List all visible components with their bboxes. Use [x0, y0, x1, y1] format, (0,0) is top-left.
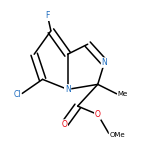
- Text: Me: Me: [118, 91, 128, 97]
- Text: N: N: [102, 58, 107, 67]
- Text: OMe: OMe: [109, 132, 125, 138]
- Text: O: O: [95, 110, 101, 119]
- Text: O: O: [61, 120, 67, 129]
- Text: Cl: Cl: [13, 90, 21, 99]
- Text: N: N: [65, 85, 71, 94]
- Text: F: F: [45, 11, 50, 20]
